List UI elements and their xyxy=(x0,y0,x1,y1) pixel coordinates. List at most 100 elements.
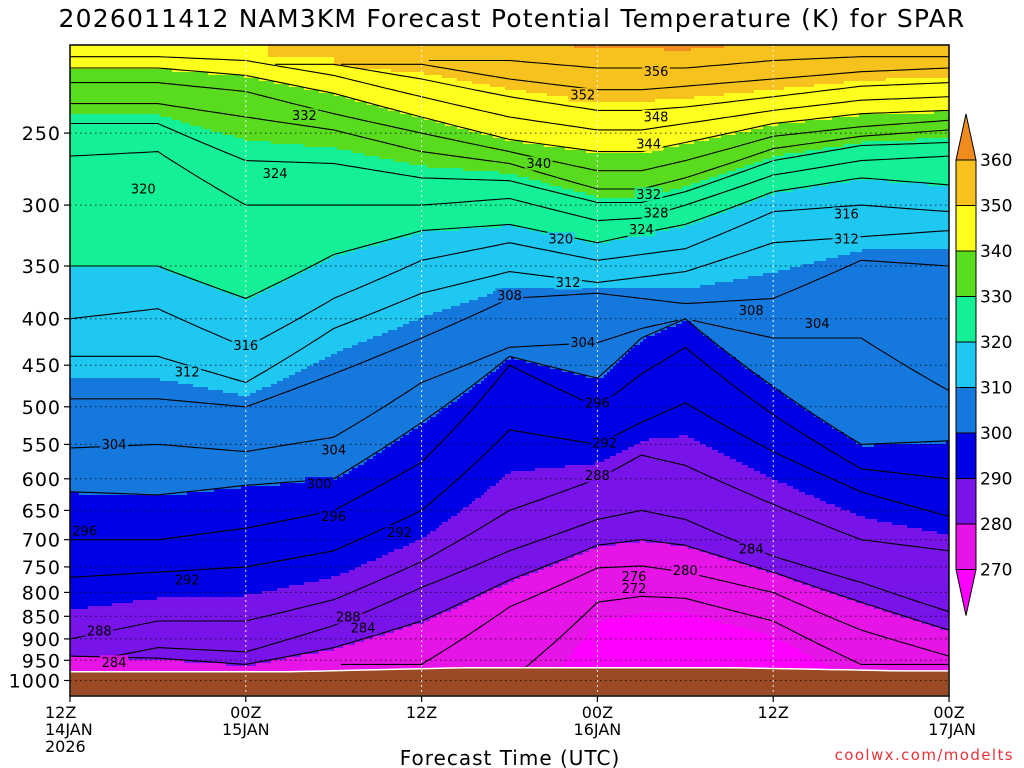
y-tick-label: 500 xyxy=(22,397,61,419)
field-cell xyxy=(619,360,740,364)
contour-label-bg xyxy=(568,88,597,102)
field-cell xyxy=(496,483,788,487)
field-cell xyxy=(424,621,599,625)
field-cell xyxy=(409,543,617,547)
field-cell xyxy=(403,546,599,550)
field-cell xyxy=(808,654,949,658)
contour-label: 308 xyxy=(497,289,522,304)
contour-label-bg xyxy=(590,436,619,450)
field-cell xyxy=(202,126,458,130)
field-cell xyxy=(589,633,767,637)
field-cell xyxy=(670,189,794,193)
field-cell xyxy=(70,549,395,553)
field-cell xyxy=(376,558,569,562)
field-cell xyxy=(730,354,949,358)
contour-352k xyxy=(341,63,949,91)
contour-label-bg xyxy=(546,232,575,247)
field-cell xyxy=(70,114,161,118)
contour-label: 348 xyxy=(644,111,669,126)
field-cell xyxy=(616,453,725,457)
field-cell xyxy=(544,144,680,148)
contour-label: 276 xyxy=(622,570,647,585)
contour-label-bg xyxy=(583,468,612,483)
contour-label: 324 xyxy=(629,223,654,238)
field-cell xyxy=(355,567,545,571)
field-cell xyxy=(754,468,949,472)
field-cell xyxy=(70,603,113,607)
field-cell xyxy=(799,648,949,652)
field-cell xyxy=(70,444,392,448)
field-cell xyxy=(646,540,949,544)
field-cell xyxy=(760,471,949,475)
field-cell xyxy=(805,408,949,412)
field-cell xyxy=(226,291,263,295)
field-cell xyxy=(574,555,719,559)
y-tick-label: 750 xyxy=(22,557,61,579)
colorbar-max-arrow xyxy=(955,113,977,161)
field-cell xyxy=(241,486,491,490)
field-cell xyxy=(70,459,368,463)
field-cell xyxy=(850,510,949,514)
field-cell xyxy=(715,342,949,346)
field-cell xyxy=(700,285,949,289)
field-cell xyxy=(457,78,887,82)
field-cell xyxy=(469,600,857,604)
contour-label: 332 xyxy=(636,188,661,203)
y-tick-label: 950 xyxy=(22,650,61,672)
field-cell xyxy=(592,99,656,103)
field-cell xyxy=(514,357,623,361)
field-cell xyxy=(595,624,734,628)
field-cell xyxy=(70,45,269,49)
field-cell xyxy=(538,570,767,574)
field-cell xyxy=(775,387,949,391)
field-cell xyxy=(70,510,461,514)
field-cell xyxy=(178,273,299,277)
field-cell xyxy=(193,279,287,283)
field-cell xyxy=(70,198,758,202)
field-cell xyxy=(364,639,584,643)
field-cell xyxy=(70,552,389,556)
field-cell xyxy=(496,369,563,373)
field-cell xyxy=(70,297,245,301)
contour-label-bg xyxy=(261,166,290,181)
field-cell xyxy=(652,231,949,235)
field-cell xyxy=(70,276,188,280)
field-cell xyxy=(337,477,503,481)
field-cell xyxy=(826,258,949,262)
field-cell xyxy=(571,237,626,241)
y-tick-label: 800 xyxy=(22,582,61,604)
field-cell xyxy=(262,591,488,595)
x-tick-label: 00Z xyxy=(230,703,261,722)
field-cell xyxy=(343,645,578,649)
field-cell xyxy=(70,306,452,310)
field-cell xyxy=(856,600,949,604)
field-cell xyxy=(70,129,212,133)
field-cell xyxy=(613,366,746,370)
field-cell xyxy=(70,633,386,637)
y-tick-label: 300 xyxy=(22,195,61,217)
field-cell xyxy=(355,249,863,253)
field-cell xyxy=(535,468,755,472)
field-cell xyxy=(886,78,949,82)
field-cell xyxy=(70,321,410,325)
field-cell xyxy=(739,360,949,364)
site-credit[interactable]: coolwx.com/modelts xyxy=(834,746,1014,764)
contour-label-bg xyxy=(642,205,670,220)
field-cell xyxy=(472,387,776,391)
colorbar-label: 270 xyxy=(980,561,1012,581)
contour-label: 320 xyxy=(548,233,573,248)
field-cell xyxy=(268,48,665,52)
field-cell xyxy=(70,483,281,487)
x-tick-label: 16JAN xyxy=(574,720,622,739)
contour-label-bg xyxy=(173,365,202,380)
field-cell xyxy=(928,183,949,187)
colorbar-label: 280 xyxy=(980,515,1012,535)
field-cell xyxy=(70,534,428,538)
field-cell xyxy=(70,492,80,496)
field-cell xyxy=(913,618,949,622)
field-cell xyxy=(589,630,755,634)
field-cell xyxy=(487,375,587,379)
field-cell xyxy=(70,381,179,385)
field-cell xyxy=(262,291,494,295)
field-cell xyxy=(274,285,701,289)
